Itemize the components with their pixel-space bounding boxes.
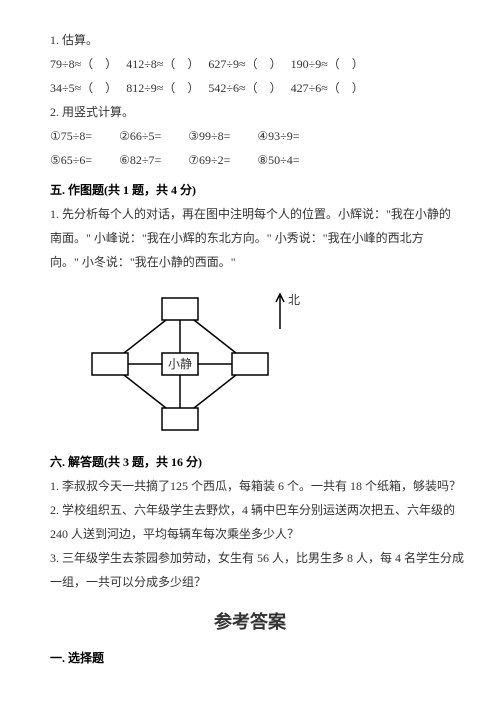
box-right: [232, 353, 268, 375]
box-bottom: [162, 408, 198, 430]
q1-r1-3: 627÷9≈（ ）: [208, 57, 275, 71]
sec6-q2b: 240 人送到河边，平均每辆车每次乘坐多少人？: [50, 522, 450, 546]
q1-row2: 34÷5≈（ ） 812÷9≈（ ） 542÷6≈（ ） 427÷6≈（ ）: [50, 76, 450, 100]
box-top: [162, 298, 198, 320]
q2-row2: ⑤65÷6= ⑥82÷7= ⑦69÷2= ⑧50÷4=: [50, 148, 450, 172]
q1-r1-4: 190÷9≈（ ）: [291, 57, 364, 71]
q2-r2-4: ⑧50÷4=: [257, 153, 299, 167]
answers-title: 参考答案: [50, 604, 450, 640]
q2-r1-4: ④93÷9=: [257, 129, 299, 143]
q1-r2-1: 34÷5≈（ ）: [50, 81, 111, 95]
sec5-q1c: 向。" 小冬说："我在小静的西面。": [50, 250, 450, 274]
q2-r1-3: ③99÷8=: [188, 129, 230, 143]
answers-sub: 一. 选择题: [50, 646, 450, 670]
q1-r2-2: 812÷9≈（ ）: [126, 81, 193, 95]
q2-r1-1: ①75÷8=: [50, 129, 92, 143]
q1-row1: 79÷8≈（ ） 412÷8≈（ ） 627÷9≈（ ） 190÷9≈（ ）: [50, 52, 450, 76]
q2-r1-2: ②66÷5=: [119, 129, 161, 143]
page-content: 1. 估算。 79÷8≈（ ） 412÷8≈（ ） 627÷9≈（ ） 190÷…: [0, 0, 500, 690]
sec6-heading: 六. 解答题(共 3 题，共 16 分): [50, 450, 450, 474]
q1-title: 1. 估算。: [50, 28, 450, 52]
position-diagram: 北 小静: [80, 284, 450, 444]
sec6-q3a: 3. 三年级学生去茶园参加劳动，女生有 56 人，比男生多 8 人，每 4 名学…: [50, 546, 450, 570]
box-left: [92, 353, 128, 375]
sec5-heading: 五. 作图题(共 1 题，共 4 分): [50, 178, 450, 202]
q2-row1: ①75÷8= ②66÷5= ③99÷8= ④93÷9=: [50, 124, 450, 148]
sec6-q2a: 2. 学校组织五、六年级学生去野炊，4 辆中巴车分别运送两次把五、六年级的: [50, 498, 450, 522]
q2-r2-1: ⑤65÷6=: [50, 153, 92, 167]
sec6-q3b: 一组，一共可以分成多少组？: [50, 570, 450, 594]
q1-r2-3: 542÷6≈（ ）: [208, 81, 275, 95]
north-label: 北: [288, 293, 300, 307]
q2-r2-3: ⑦69÷2=: [188, 153, 230, 167]
sec5-q1a: 1. 先分析每个人的对话，再在图中注明每个人的位置。小辉说："我在小静的: [50, 202, 450, 226]
q1-r1-1: 79÷8≈（ ）: [50, 57, 111, 71]
q2-r2-2: ⑥82÷7=: [119, 153, 161, 167]
sec6-q1: 1. 李叔叔今天一共摘了125 个西瓜，每箱装 6 个。一共有 18 个纸箱，够…: [50, 474, 450, 498]
q1-r2-4: 427÷6≈（ ）: [291, 81, 364, 95]
center-label: 小静: [168, 357, 192, 371]
sec5-q1b: 南面。" 小峰说："我在小辉的东北方向。" 小秀说："我在小峰的西北方: [50, 226, 450, 250]
q2-title: 2. 用竖式计算。: [50, 100, 450, 124]
q1-r1-2: 412÷8≈（ ）: [126, 57, 193, 71]
